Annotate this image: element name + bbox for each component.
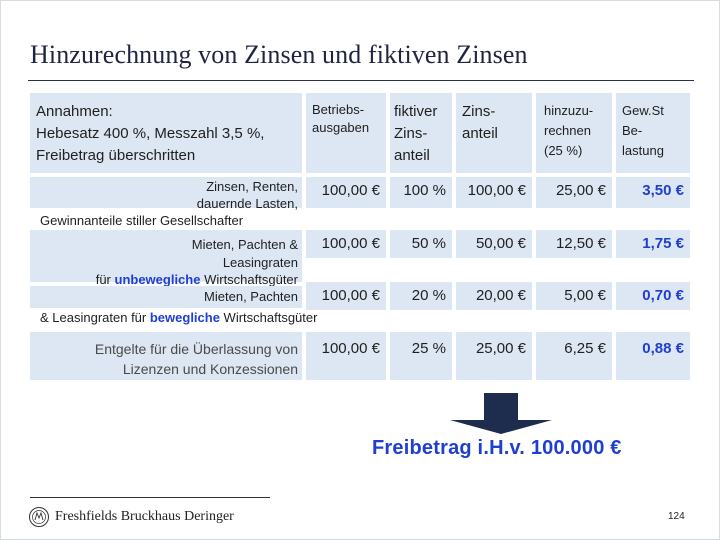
row-label-cell xyxy=(30,286,302,308)
header-line: Gew.St xyxy=(622,103,664,118)
header-line: lastung xyxy=(622,143,664,158)
header-gewst-belastung: Gew.St Be- lastung xyxy=(616,93,690,173)
brand-name: Freshfields Bruckhaus Deringer xyxy=(55,509,234,524)
table-cell: 25,00 € xyxy=(456,332,532,380)
row-label-extra: für unbewegliche Wirtschaftsgüter xyxy=(95,272,298,287)
table-cell: 50 % xyxy=(390,230,452,258)
table-cell-result: 1,75 € xyxy=(616,230,690,258)
row-label: Lizenzen und Konzessionen xyxy=(122,361,298,377)
down-arrow-head-icon xyxy=(450,420,552,434)
header-line: Betriebs- xyxy=(312,102,365,117)
page-number: 124 xyxy=(668,511,685,522)
row-label: Mieten, Pachten & xyxy=(191,237,298,252)
assumption-line: Annahmen: xyxy=(36,103,113,120)
header-line: Be- xyxy=(622,123,643,138)
table-cell: 6,25 € xyxy=(536,332,612,380)
footer-divider xyxy=(30,497,270,498)
header-line: anteil xyxy=(394,147,430,164)
table-cell: 20 % xyxy=(390,282,452,310)
brand-emblem-icon xyxy=(29,507,49,527)
header-line: ausgaben xyxy=(312,120,370,136)
brand-logo: Freshfields Bruckhaus Deringer xyxy=(28,506,234,528)
row-label-cell xyxy=(30,177,302,208)
table-cell: 100,00 € xyxy=(306,332,386,380)
header-hinzuzurechnen: hinzuzu- rechnen (25 %) xyxy=(536,93,612,173)
title-divider xyxy=(28,80,694,81)
table-cell: 50,00 € xyxy=(456,230,532,258)
row-label-cell xyxy=(30,332,302,380)
row-label: Zinsen, Renten, xyxy=(206,179,298,194)
header-betriebsausgaben: Betriebs- ausgaben xyxy=(306,93,386,173)
row-label: dauernde Lasten, xyxy=(196,196,298,211)
row-label-cell xyxy=(30,230,302,282)
header-line: Zins- xyxy=(394,125,428,142)
assumption-line: Freibetrag überschritten xyxy=(36,147,196,164)
row-label: Entgelte für die Überlassung von xyxy=(94,341,298,357)
row-label: Mieten, Pachten xyxy=(204,289,298,304)
table-cell: 100,00 € xyxy=(306,282,386,310)
header-fiktiver-zinsanteil: fiktiver Zins- anteil xyxy=(390,93,452,173)
assumption-line: Hebesatz 400 %, Messzahl 3,5 %, xyxy=(36,125,265,142)
table-cell-result: 0,70 € xyxy=(616,282,690,310)
table-cell: 100,00 € xyxy=(456,177,532,208)
assumptions-cell: Annahmen: Hebesatz 400 %, Messzahl 3,5 %… xyxy=(30,93,302,173)
table-cell: 5,00 € xyxy=(536,282,612,310)
table-cell: 25,00 € xyxy=(536,177,612,208)
header-line: (25 %) xyxy=(544,143,583,158)
header-line: rechnen xyxy=(544,123,591,138)
table-cell: 12,50 € xyxy=(536,230,612,258)
table-cell: 100,00 € xyxy=(306,230,386,258)
header-line: fiktiver xyxy=(394,103,438,120)
table-cell: 100,00 € xyxy=(306,177,386,208)
table-cell-result: 3,50 € xyxy=(616,177,690,208)
table-cell: 20,00 € xyxy=(456,282,532,310)
row-label: Leasingraten xyxy=(222,255,298,270)
page-title: Hinzurechnung von Zinsen und fiktiven Zi… xyxy=(30,40,528,69)
table-cell-result: 0,88 € xyxy=(616,332,690,380)
header-line: hinzuzu- xyxy=(544,103,594,118)
row-label-extra: Gewinnanteile stiller Gesellschafter xyxy=(40,213,244,228)
header-line: Zins- xyxy=(462,103,496,120)
table-cell: 100 % xyxy=(390,177,452,208)
down-arrow-icon xyxy=(484,393,518,420)
row-label-extra: & Leasingraten für bewegliche Wirtschaft… xyxy=(40,310,318,325)
header-zinsanteil: Zins- anteil xyxy=(456,93,532,173)
header-line: anteil xyxy=(462,125,498,142)
table-cell: 25 % xyxy=(390,332,452,380)
freibetrag-text: Freibetrag i.H.v. 100.000 € xyxy=(372,437,622,459)
